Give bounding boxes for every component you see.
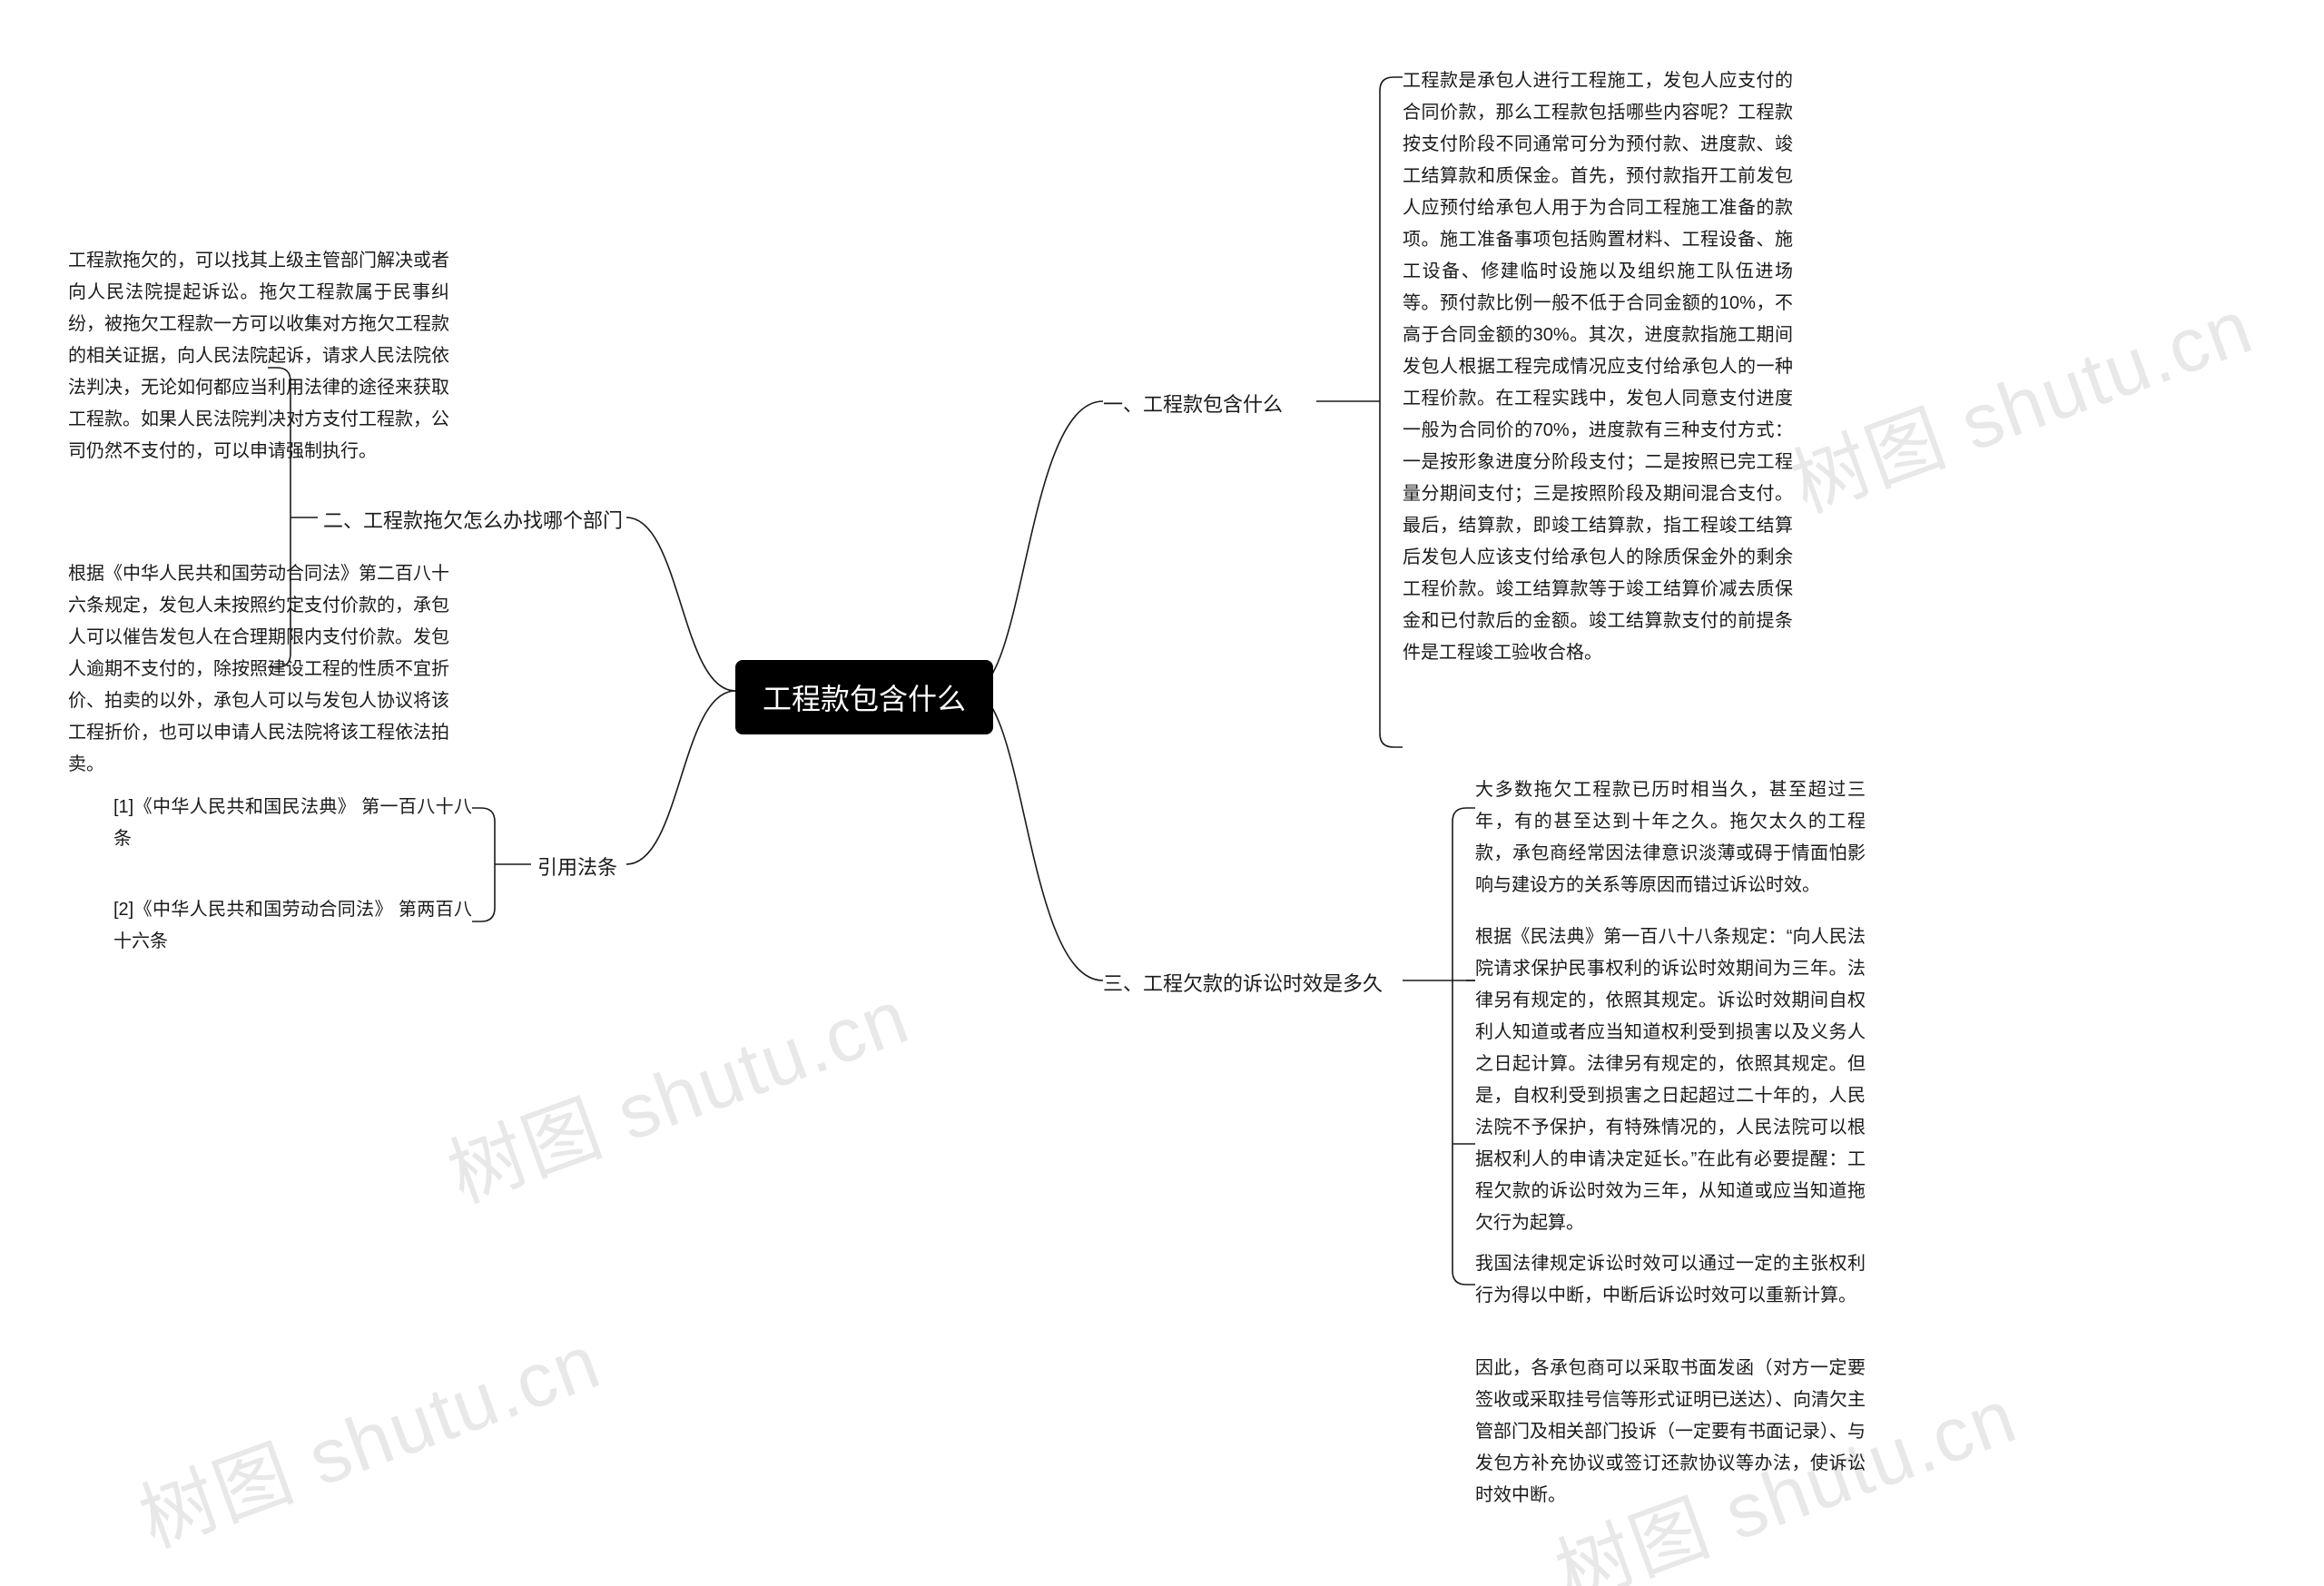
branch-3-leaf-2: 根据《民法典》第一百八十八条规定：“向人民法院请求保护民事权利的诉讼时效期间为三…: [1475, 921, 1866, 1239]
branch-1-label: 一、工程款包含什么: [1103, 389, 1283, 418]
branch-2-leaf-1: 工程款拖欠的，可以找其上级主管部门解决或者向人民法院提起诉讼。拖欠工程款属于民事…: [68, 245, 449, 468]
branch-2-leaf-2: 根据《中华人民共和国劳动合同法》第二百八十六条规定，发包人未按照约定支付价款的，…: [68, 558, 449, 781]
center-node: 工程款包含什么: [735, 660, 993, 734]
branch-1-leaf-1: 工程款是承包人进行工程施工，发包人应支付的合同价款，那么工程款包括哪些内容呢？工…: [1403, 65, 1793, 669]
branch-4-label: 引用法条: [537, 852, 617, 881]
branch-4-leaf-2: [2]《中华人民共和国劳动合同法》 第两百八十六条: [113, 894, 472, 958]
branch-3-leaf-4: 因此，各承包商可以采取书面发函（对方一定要签收或采取挂号信等形式证明已送达）、向…: [1475, 1353, 1866, 1512]
watermark: 树图 shutu.cn: [1775, 266, 2265, 534]
branch-2-label: 二、工程款拖欠怎么办找哪个部门: [323, 505, 623, 534]
branch-3-leaf-3: 我国法律规定诉讼时效可以通过一定的主张权利行为得以中断，中断后诉讼时效可以重新计…: [1475, 1248, 1866, 1312]
branch-4-leaf-1: [1]《中华人民共和国民法典》 第一百八十八条: [113, 792, 472, 855]
branch-3-label: 三、工程欠款的诉讼时效是多久: [1103, 968, 1383, 997]
watermark: 树图 shutu.cn: [431, 956, 921, 1224]
branch-3-leaf-1: 大多数拖欠工程款已历时相当久，甚至超过三年，有的甚至达到十年之久。拖欠太久的工程…: [1475, 774, 1866, 901]
watermark: 树图 shutu.cn: [123, 1301, 613, 1569]
